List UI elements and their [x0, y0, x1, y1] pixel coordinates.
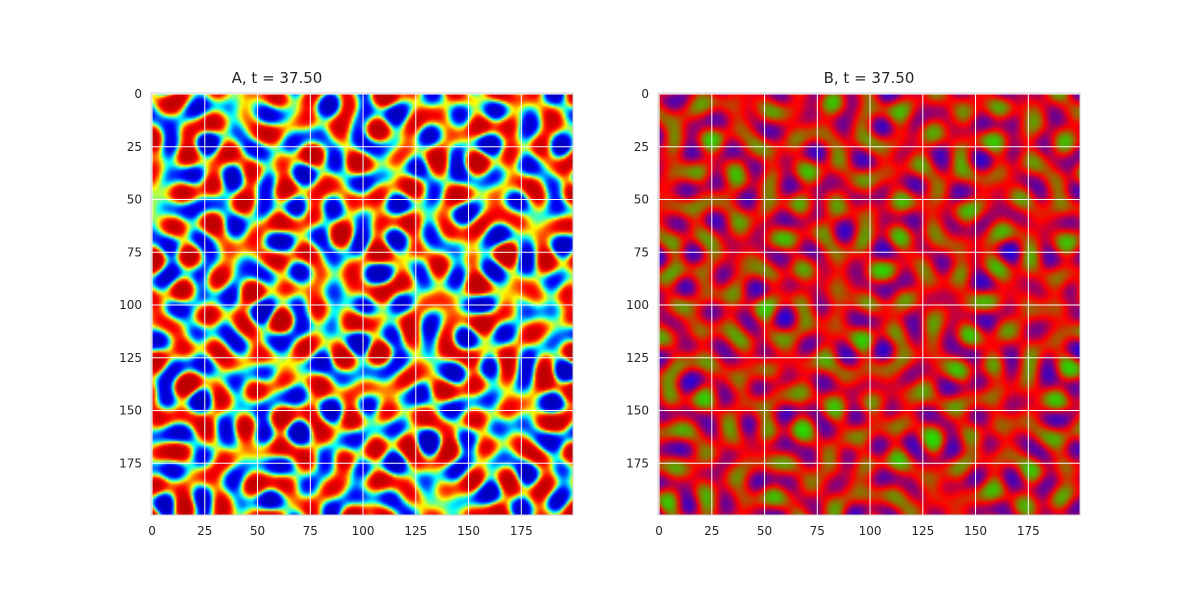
y-tick-label: 125	[119, 351, 142, 365]
x-tick-label: 50	[250, 524, 265, 538]
heatmap-b-image	[658, 93, 1080, 515]
grid-b	[658, 93, 1080, 515]
panel-a: A, t = 37.50 0 25 50 75 100 125 150 175 0 25 50 75…	[119, 69, 574, 538]
y-tick-label: 100	[119, 298, 142, 312]
x-ticks-b: 0 25 50 75 100 125 150 175	[655, 524, 1040, 538]
x-tick-label: 100	[352, 524, 375, 538]
y-tick-label: 0	[641, 87, 649, 101]
y-tick-label: 25	[127, 140, 142, 154]
y-ticks-a: 0 25 50 75 100 125 150 175	[119, 87, 142, 470]
x-tick-label: 25	[704, 524, 719, 538]
y-tick-label: 150	[626, 404, 649, 418]
panel-b: B, t = 37.50 0 25 50 75 100 125 150 175 0 25 50 75…	[600, 0, 1200, 600]
y-ticks-b: 0 25 50 75 100 125 150 175	[626, 87, 649, 470]
x-tick-label: 100	[859, 524, 882, 538]
grid-a	[151, 93, 573, 515]
y-tick-label: 175	[626, 456, 649, 470]
x-tick-label: 150	[964, 524, 987, 538]
y-tick-label: 50	[127, 193, 142, 207]
x-tick-label: 125	[404, 524, 427, 538]
x-tick-label: 175	[510, 524, 533, 538]
plot-frame-b	[657, 92, 1081, 516]
x-tick-label: 0	[148, 524, 156, 538]
y-tick-label: 125	[626, 351, 649, 365]
x-tick-label: 50	[757, 524, 772, 538]
chart-title-b: B, t = 37.50	[824, 69, 915, 87]
x-tick-label: 75	[303, 524, 318, 538]
x-tick-label: 125	[911, 524, 934, 538]
y-tick-label: 0	[134, 87, 142, 101]
x-tick-label: 175	[1017, 524, 1040, 538]
y-tick-label: 25	[634, 140, 649, 154]
x-tick-label: 25	[197, 524, 212, 538]
y-tick-label: 75	[127, 245, 142, 259]
x-tick-label: 150	[457, 524, 480, 538]
heatmap-b-svg: B, t = 37.50 0 25 50 75 100 125 150 175 0 25 50 75…	[626, 69, 1081, 538]
x-tick-label: 0	[655, 524, 663, 538]
y-tick-label: 75	[634, 245, 649, 259]
heatmap-a-image	[151, 93, 573, 515]
x-ticks-a: 0 25 50 75 100 125 150 175	[148, 524, 533, 538]
y-tick-label: 100	[626, 298, 649, 312]
y-tick-label: 150	[119, 404, 142, 418]
y-tick-label: 50	[634, 193, 649, 207]
heatmap-a-svg: A, t = 37.50 0 25 50 75 100 125 150 175 0 25 50 75…	[119, 69, 574, 538]
x-tick-label: 75	[810, 524, 825, 538]
plot-frame-a	[150, 92, 574, 516]
y-tick-label: 175	[119, 456, 142, 470]
chart-title-a: A, t = 37.50	[232, 69, 323, 87]
